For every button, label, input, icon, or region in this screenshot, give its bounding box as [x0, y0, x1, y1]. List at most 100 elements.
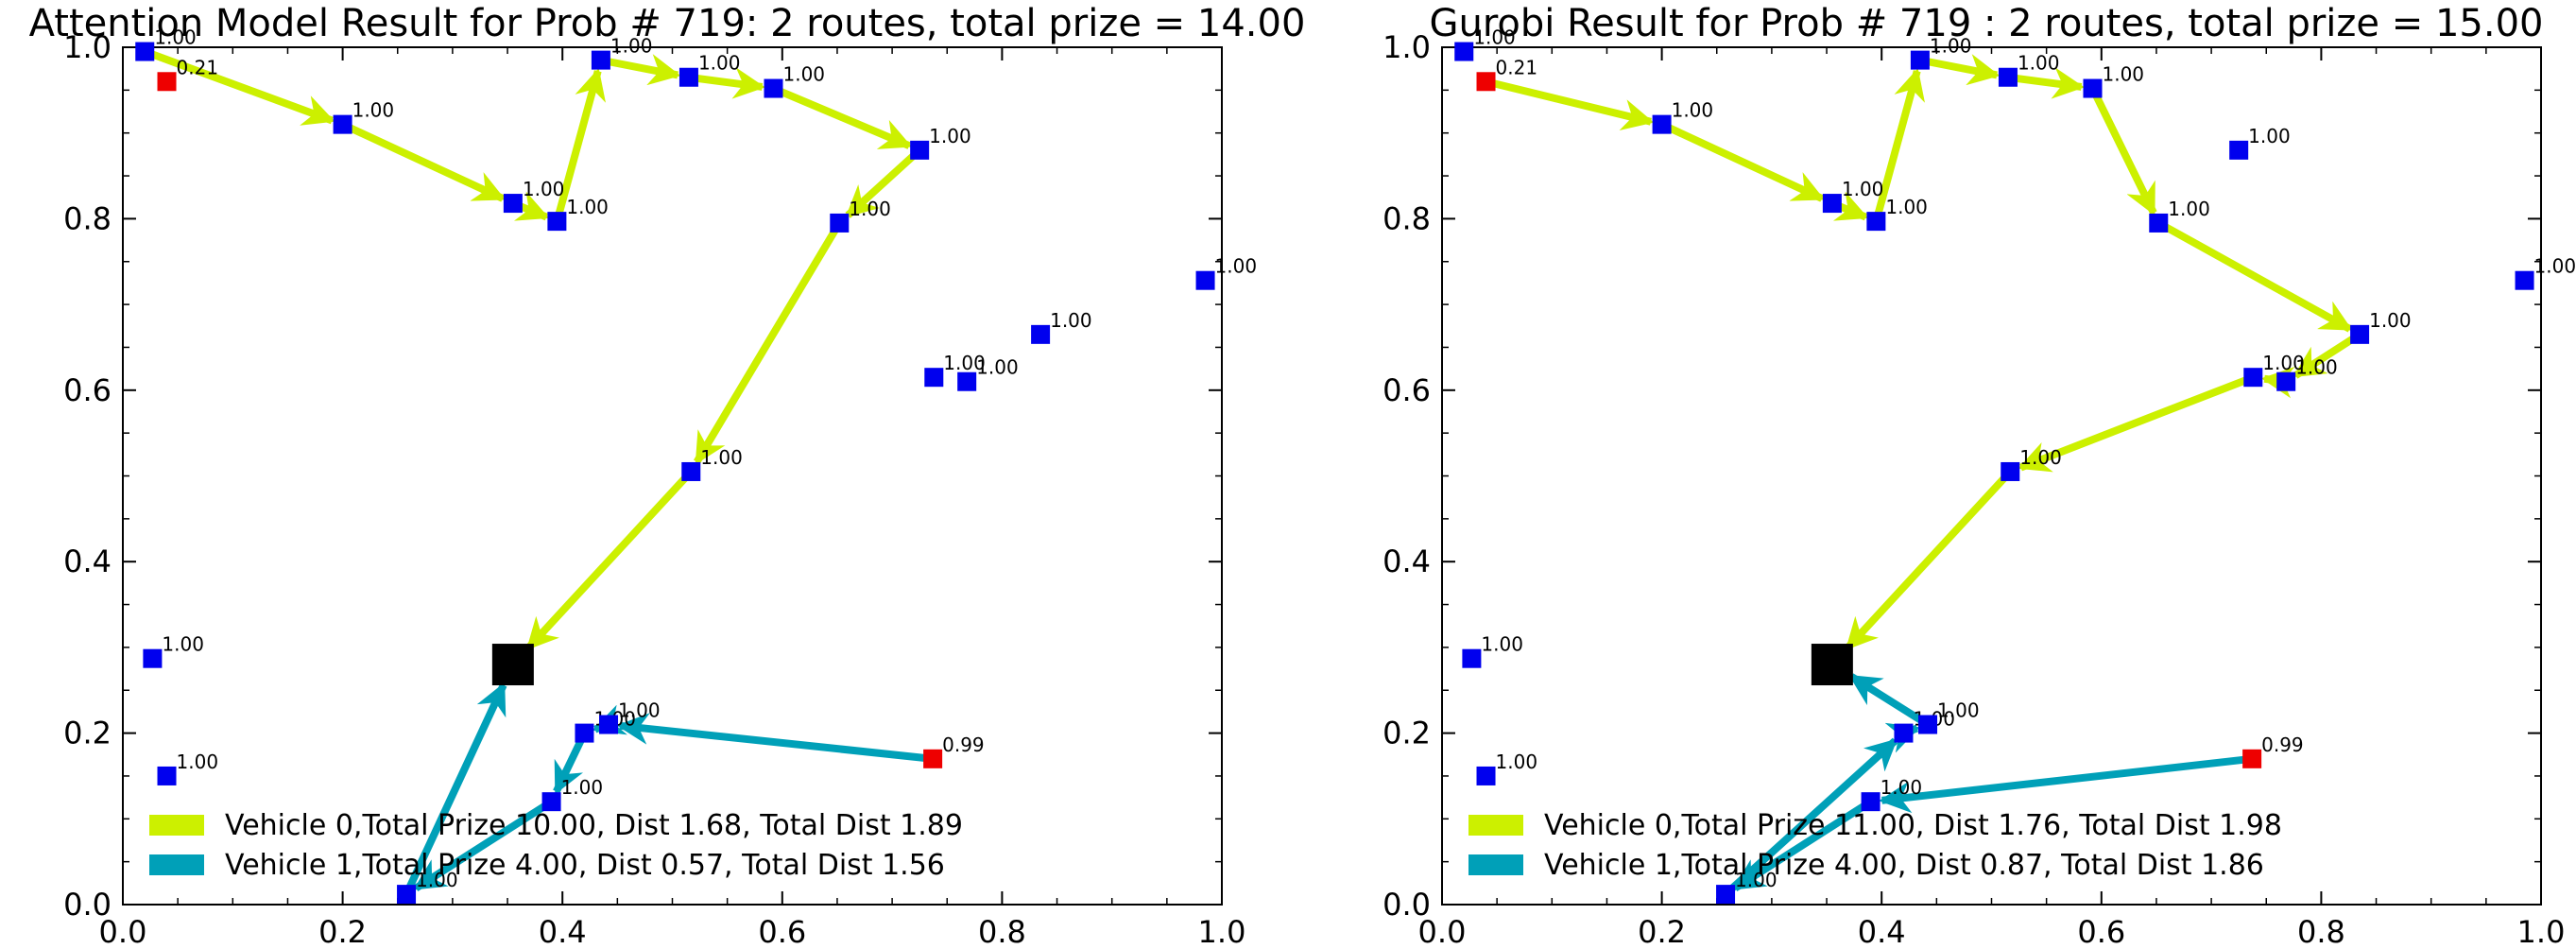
node-prize-label: 1.00: [2168, 198, 2210, 220]
route-arrow-vehicle-0: [1492, 79, 1655, 130]
route-arrow-vehicle-1: [1848, 673, 1924, 724]
node-marker: [503, 194, 523, 214]
route-arrow-vehicle-0: [348, 124, 507, 202]
node-marker: [1866, 212, 1886, 232]
route-arrow-vehicle-0: [1667, 124, 1826, 202]
node-prize-label: 1.00: [1937, 699, 1980, 722]
node-prize-label: 1.00: [610, 35, 653, 58]
route-arrow-vehicle-1: [616, 713, 926, 762]
node-marker: [2350, 324, 2370, 344]
route-arrow-vehicle-0: [607, 54, 681, 86]
node-marker: [924, 368, 944, 388]
node-marker: [1716, 885, 1736, 905]
node-prize-label: 1.00: [1672, 99, 1714, 122]
node-marker: [1462, 648, 1482, 668]
x-tick-label: 0.2: [1638, 914, 1686, 949]
node-marker: [2149, 213, 2169, 233]
route-arrow-vehicle-0: [2092, 93, 2157, 216]
axes-frame: [1441, 46, 2542, 906]
legend-label: Vehicle 0,Total Prize 10.00, Dist 1.68, …: [225, 809, 963, 842]
route-arrow-vehicle-0: [2293, 335, 2356, 379]
y-tick-label: 1.0: [63, 29, 112, 65]
x-tick-label: 0.4: [1858, 914, 1906, 949]
route-arrow-vehicle-0: [513, 191, 550, 221]
node-prize-label: 1.00: [782, 63, 825, 86]
x-tick-label: 0.4: [539, 914, 587, 949]
route-arrow-vehicle-0: [845, 152, 917, 218]
y-tick-label: 0.4: [1382, 544, 1431, 579]
route-arrow-vehicle-0: [555, 67, 606, 216]
node-marker: [2083, 78, 2103, 98]
node-marker: [547, 212, 567, 232]
node-prize-label: 1.00: [698, 52, 741, 75]
route-arrow-vehicle-0: [1832, 191, 1869, 221]
node-prize-label: 1.00: [1880, 776, 1923, 799]
x-tick-label: 0.6: [2077, 914, 2125, 949]
node-marker: [135, 42, 155, 61]
y-tick-label: 1.0: [1382, 29, 1431, 65]
node-marker: [764, 78, 783, 98]
node-prize-label: 1.00: [2019, 446, 2062, 469]
node-prize-label: 1.00: [1885, 196, 1928, 218]
chart-attention-model: Attention Model Result for Prob # 719: 2…: [29, 2, 1306, 949]
node-prize-label: 1.00: [1930, 35, 1972, 58]
node-prize-label: 1.00: [162, 633, 204, 656]
node-prize-label: 1.00: [416, 869, 458, 891]
node-prize-label: 1.00: [177, 751, 219, 773]
route-arrow-vehicle-1: [1728, 737, 1898, 892]
node-prize-label: 1.00: [618, 699, 661, 722]
x-tick-label: 0.6: [758, 914, 806, 949]
node-marker: [1998, 67, 2018, 87]
x-tick-label: 1.0: [2517, 914, 2566, 949]
node-prize-label: 1.00: [1473, 26, 1516, 49]
legend-label: Vehicle 0,Total Prize 11.00, Dist 1.76, …: [1544, 809, 2282, 842]
node-marker: [157, 72, 177, 92]
node-marker: [1910, 50, 1930, 70]
node-marker: [957, 371, 977, 391]
y-tick-label: 0.8: [63, 200, 112, 236]
route-arrow-vehicle-0: [2260, 366, 2295, 399]
route-arrow-vehicle-1: [413, 802, 547, 892]
route-arrow-vehicle-0: [2015, 67, 2085, 99]
node-marker: [2515, 270, 2534, 290]
y-tick-label: 0.2: [1382, 716, 1431, 751]
route-arrow-vehicle-0: [1874, 67, 1925, 216]
x-tick-label: 0.2: [318, 914, 367, 949]
node-marker: [2001, 461, 2020, 481]
x-tick-label: 0.8: [978, 914, 1026, 949]
node-prize-label: 1.00: [566, 196, 609, 218]
x-tick-label: 0.0: [1418, 914, 1467, 949]
node-marker: [1822, 194, 1842, 214]
node-marker: [2243, 368, 2263, 388]
legend-label: Vehicle 1,Total Prize 4.00, Dist 0.87, T…: [1544, 849, 2264, 882]
x-tick-label: 0.8: [2297, 914, 2345, 949]
route-arrow-vehicle-0: [2018, 376, 2248, 473]
chart-title: Gurobi Result for Prob # 719 : 2 routes,…: [1430, 2, 2544, 45]
legend-swatch: [149, 815, 204, 836]
route-arrow-vehicle-0: [696, 67, 765, 99]
node-marker: [1031, 324, 1051, 344]
legend-swatch: [149, 854, 204, 875]
route-arrow-vehicle-0: [2163, 223, 2353, 333]
node-prize-label: 1.00: [2018, 52, 2060, 75]
node-marker: [1894, 723, 1914, 743]
node-prize-label: 0.99: [2261, 733, 2304, 756]
node-prize-label: 0.99: [942, 733, 985, 756]
node-prize-label: 1.00: [154, 26, 197, 49]
node-prize-label: 1.00: [929, 125, 971, 147]
y-tick-label: 0.6: [63, 372, 112, 408]
node-marker: [397, 885, 417, 905]
y-tick-label: 0.0: [63, 887, 112, 923]
route-arrow-vehicle-0: [779, 87, 913, 149]
node-marker: [1195, 270, 1215, 290]
y-tick-label: 0.6: [1382, 372, 1431, 408]
y-tick-label: 0.0: [1382, 887, 1431, 923]
route-arrow-vehicle-0: [525, 474, 689, 651]
node-marker: [830, 213, 850, 233]
node-marker: [2276, 371, 2296, 391]
legend-label: Vehicle 1,Total Prize 4.00, Dist 0.57, T…: [225, 849, 945, 882]
depot-marker: [491, 644, 534, 686]
route-arrow-vehicle-1: [553, 738, 585, 795]
node-marker: [541, 792, 561, 812]
node-prize-label: 1.00: [523, 178, 565, 200]
